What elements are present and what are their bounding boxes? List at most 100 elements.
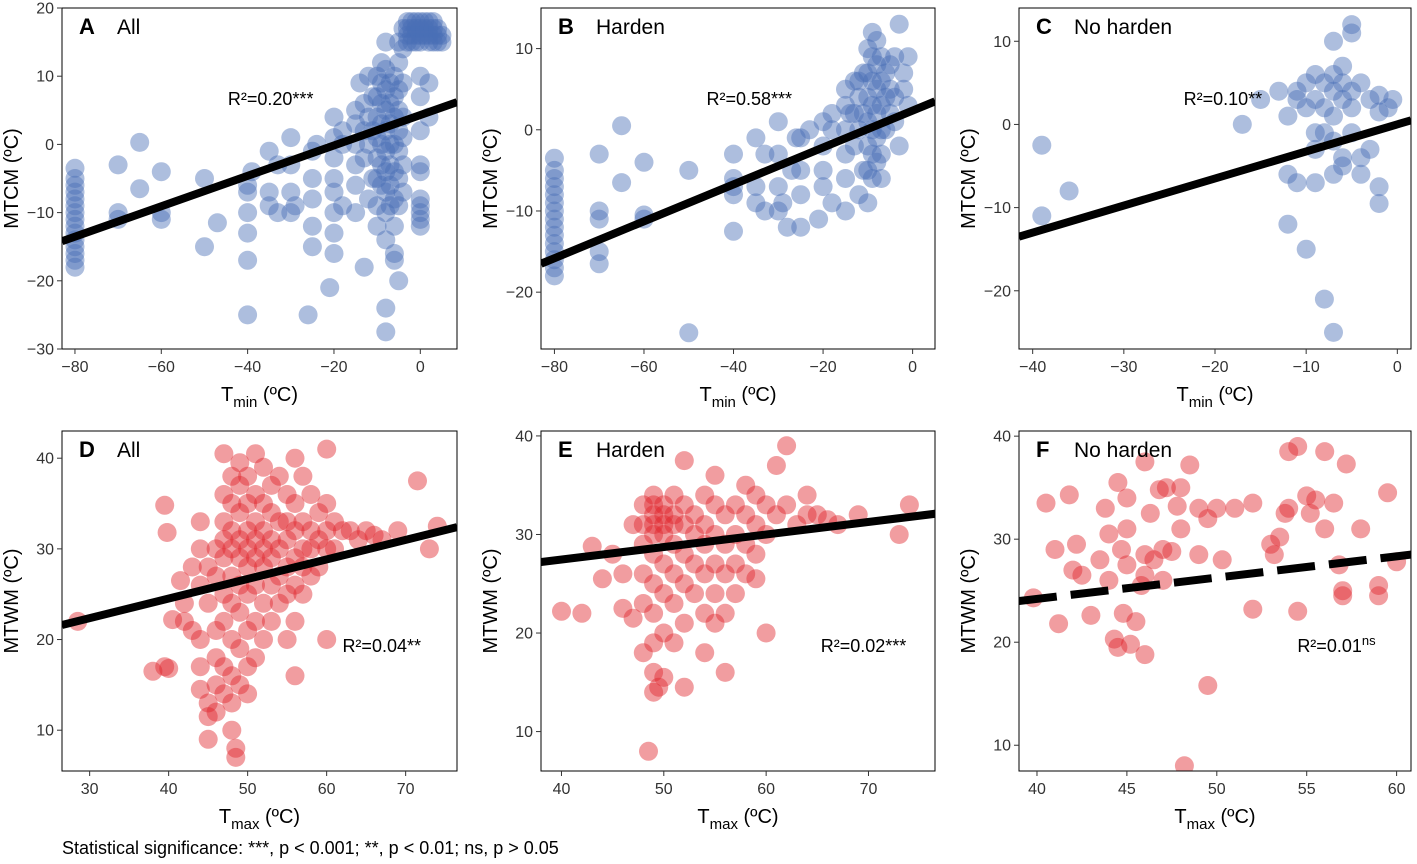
- data-point: [1113, 603, 1133, 623]
- data-point: [1049, 614, 1069, 634]
- data-point: [589, 144, 609, 164]
- x-axis-label: Tmin (ºC): [221, 384, 298, 411]
- data-point: [285, 521, 305, 541]
- plot-frame: [61, 7, 458, 350]
- data-point: [695, 564, 715, 584]
- data-point: [419, 19, 439, 38]
- panel-title: Harden: [596, 16, 665, 39]
- data-point: [695, 603, 715, 623]
- data-point: [1378, 483, 1398, 503]
- data-point: [649, 677, 669, 697]
- data-point: [644, 633, 664, 653]
- data-point: [736, 475, 756, 495]
- data-point: [592, 569, 612, 589]
- data-point: [715, 603, 735, 623]
- data-point: [419, 539, 439, 559]
- data-point: [222, 521, 242, 541]
- data-point: [664, 515, 684, 535]
- data-point: [1279, 498, 1299, 518]
- data-point: [1296, 98, 1316, 118]
- data-point: [190, 630, 210, 649]
- data-point: [736, 505, 756, 525]
- data-point: [246, 512, 265, 532]
- data-point: [644, 485, 664, 505]
- data-point: [862, 95, 882, 115]
- data-point: [1108, 473, 1128, 492]
- data-point: [410, 19, 430, 38]
- data-point: [301, 485, 321, 504]
- y-tick-label: 10: [36, 723, 54, 740]
- data-point: [372, 53, 391, 73]
- data-point: [1095, 498, 1115, 518]
- data-point: [544, 148, 564, 168]
- data-point: [1261, 534, 1281, 554]
- data-point: [198, 693, 218, 713]
- x-axis-label: Tmax (ºC): [219, 806, 300, 833]
- data-point: [853, 104, 873, 123]
- y-tick-label: 10: [515, 41, 533, 58]
- x-axis-label: Tmax (ºC): [697, 806, 778, 833]
- data-point: [309, 503, 329, 523]
- x-axis-label: Tmin (ºC): [1176, 384, 1253, 411]
- data-point: [695, 643, 715, 663]
- data-point: [384, 134, 404, 154]
- y-tick-label: 0: [45, 137, 54, 154]
- data-point: [1156, 478, 1176, 498]
- data-point: [397, 32, 417, 52]
- data-point: [1351, 519, 1371, 539]
- data-point: [130, 179, 150, 199]
- data-point: [423, 12, 443, 32]
- data-point: [1198, 676, 1218, 695]
- points: [552, 436, 919, 761]
- data-point: [1275, 503, 1295, 523]
- data-point: [384, 66, 404, 86]
- data-point: [389, 271, 409, 291]
- data-point: [836, 201, 855, 221]
- data-point: [246, 648, 265, 668]
- data-point: [685, 505, 704, 525]
- data-point: [695, 485, 715, 505]
- data-point: [190, 679, 210, 699]
- data-point: [384, 250, 404, 270]
- data-point: [254, 593, 273, 613]
- data-point: [746, 544, 766, 564]
- data-point: [402, 25, 422, 45]
- data-point: [791, 217, 811, 237]
- data-point: [544, 234, 564, 253]
- data-point: [301, 566, 321, 586]
- data-point: [644, 495, 664, 515]
- data-point: [376, 182, 396, 202]
- data-point: [589, 209, 609, 229]
- data-point: [230, 530, 250, 550]
- data-point: [376, 162, 396, 182]
- y-tick-label: 20: [515, 626, 533, 643]
- data-point: [356, 521, 376, 541]
- plot-frame: [61, 430, 458, 772]
- data-point: [380, 94, 400, 113]
- data-point: [198, 729, 218, 749]
- data-point: [1063, 560, 1083, 580]
- data-point: [1067, 534, 1086, 554]
- data-point: [654, 584, 674, 604]
- data-point: [261, 475, 281, 495]
- data-point: [807, 505, 827, 525]
- panel-d: 30 40 50 60 70 10 20 30 40 Tmax (ºC) MTWM (ºC) D All…: [1, 430, 458, 833]
- data-point: [354, 257, 374, 277]
- x-tick-label: −30: [1110, 359, 1137, 376]
- x-tick-label: 70: [860, 781, 878, 798]
- plot-frame: [1018, 430, 1412, 772]
- data-point: [214, 548, 234, 568]
- data-point: [746, 128, 766, 148]
- data-point: [261, 548, 281, 568]
- data-point: [384, 216, 404, 236]
- data-point: [285, 575, 305, 595]
- data-point: [777, 495, 797, 515]
- data-point: [354, 94, 374, 113]
- data-point: [724, 144, 743, 164]
- data-point: [1180, 455, 1200, 475]
- data-point: [634, 152, 654, 172]
- data-point: [1342, 81, 1362, 101]
- data-point: [679, 323, 699, 343]
- data-point: [151, 209, 171, 229]
- data-point: [1333, 148, 1353, 168]
